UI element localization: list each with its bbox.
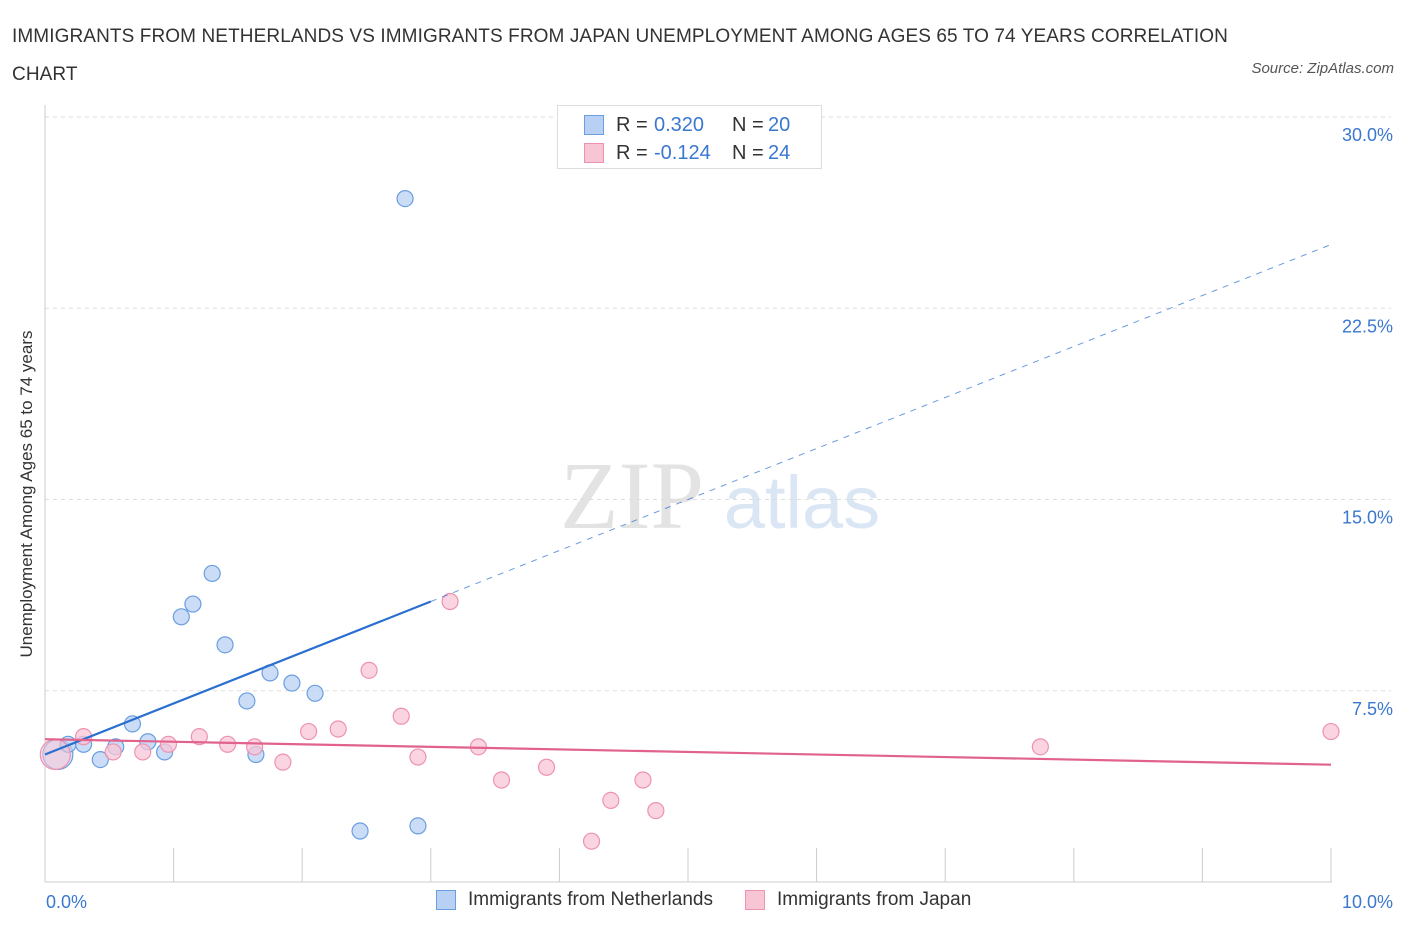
y-tick-label: 22.5% (1342, 316, 1393, 336)
source-label: Source: ZipAtlas.com (1251, 60, 1394, 77)
japan-point (441, 592, 459, 611)
netherlands-trend-line (44, 600, 432, 756)
series-legend-japan: Immigrants from Japan (744, 889, 972, 911)
netherlands-point (306, 684, 324, 702)
legend-n-value: 24 (768, 141, 791, 164)
japan-point (647, 801, 665, 820)
watermark-atlas: atlas (724, 461, 880, 544)
japan-point (492, 771, 511, 789)
japan-point (537, 758, 556, 776)
japan-trend-line (44, 738, 1332, 766)
japan-point (1031, 738, 1049, 756)
series-swatch-japan (744, 890, 765, 910)
chart-title: IMMIGRANTS FROM NETHERLANDS VS IMMIGRANT… (12, 26, 1228, 85)
y-tick-label: 30.0% (1342, 125, 1393, 145)
netherlands-trend-extension (430, 244, 1332, 602)
x-tick-label: 0.0% (46, 892, 87, 912)
japan-point (300, 722, 318, 741)
netherlands-point (409, 817, 427, 835)
y-tick-label: 15.0% (1342, 508, 1393, 528)
legend-swatch-netherlands (584, 115, 604, 135)
netherlands-point (283, 674, 301, 692)
watermark-zip: ZIP (560, 442, 704, 549)
netherlands-point (172, 608, 190, 626)
netherlands-point (396, 190, 414, 208)
netherlands-point (203, 564, 221, 583)
gridlines (45, 116, 1391, 692)
legend: R = 0.320 N = 20 R = -0.124 N = 24 (557, 105, 822, 169)
x-ticks (44, 848, 1332, 882)
japan-point (329, 720, 347, 738)
legend-r-label: R = (616, 113, 648, 136)
legend-n-value: 20 (768, 113, 791, 136)
legend-n-label: N = (732, 141, 764, 164)
trend-lines (44, 244, 1332, 766)
netherlands-point (216, 636, 234, 654)
netherlands-point (238, 692, 256, 710)
x-tick-labels: 0.0% 10.0% (46, 892, 1393, 912)
japan-point (409, 748, 427, 766)
legend-n-label: N = (732, 113, 764, 136)
x-tick-label: 10.0% (1342, 892, 1393, 912)
legend-swatch-japan (584, 143, 604, 163)
japan-point (190, 728, 208, 746)
legend-r-value: -0.124 (654, 141, 711, 164)
japan-point (159, 735, 178, 753)
series-swatch-netherlands (436, 890, 456, 910)
legend-r-label: R = (616, 141, 648, 164)
y-tick-labels: 7.5% 15.0% 22.5% 30.0% (1342, 125, 1393, 719)
japan-point (602, 791, 620, 810)
series-legend: Immigrants from Netherlands Immigrants f… (436, 889, 1003, 911)
japan-point (246, 738, 264, 756)
series-name-japan: Immigrants from Japan (776, 889, 972, 910)
japan-point (39, 738, 71, 771)
japan-point (1322, 722, 1340, 741)
netherlands-point (351, 822, 369, 840)
netherlands-point (91, 750, 109, 769)
japan-point (134, 743, 152, 761)
japan-point (219, 735, 237, 753)
legend-row-japan: R = -0.124 N = 24 (584, 141, 790, 165)
legend-r-value: 0.320 (654, 113, 705, 136)
netherlands-point (184, 595, 202, 613)
series-name-netherlands: Immigrants from Netherlands (468, 889, 713, 910)
legend-row-netherlands: R = 0.320 N = 20 (584, 113, 790, 137)
y-tick-label: 7.5% (1352, 699, 1393, 719)
japan-point (274, 753, 292, 771)
japan-point (392, 707, 410, 725)
series-legend-netherlands: Immigrants from Netherlands (436, 889, 713, 911)
japan-point (634, 771, 652, 789)
japan-point (104, 743, 122, 761)
japan-point (360, 661, 378, 679)
watermark: ZIP atlas (560, 442, 880, 549)
japan-point (582, 832, 601, 850)
